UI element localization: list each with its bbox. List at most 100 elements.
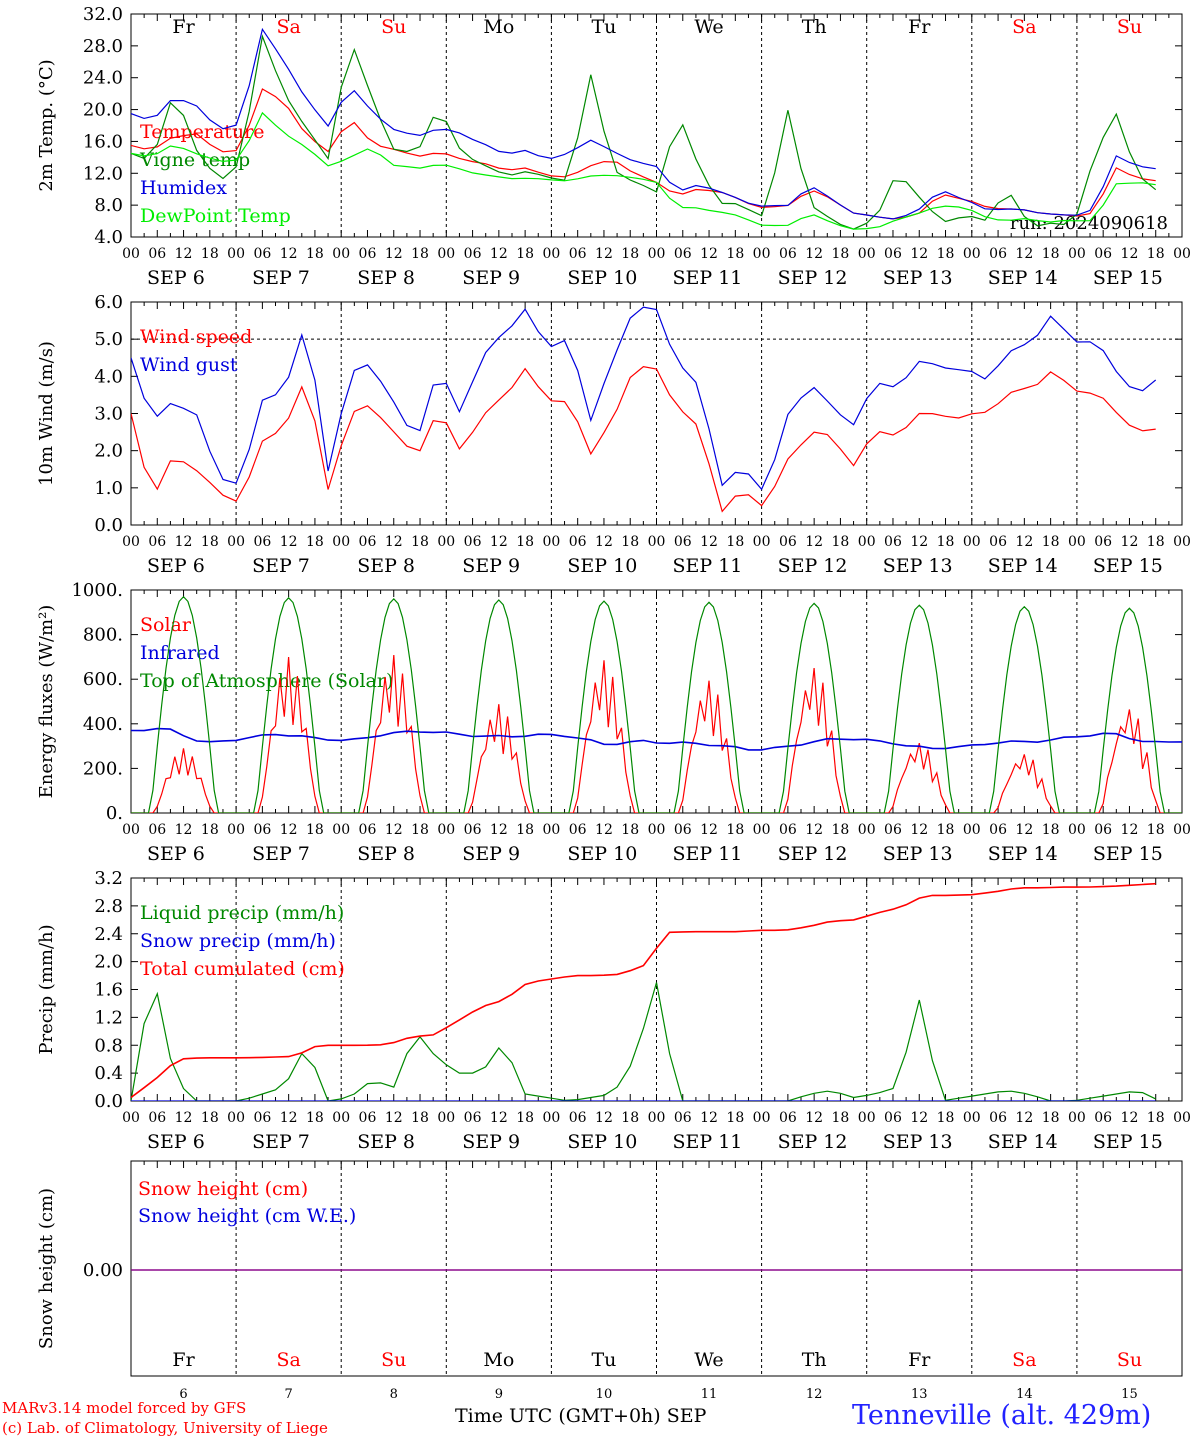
date-label: SEP 13 xyxy=(883,555,953,577)
date-label: SEP 14 xyxy=(988,555,1058,577)
hour-label: 12 xyxy=(280,246,298,262)
series-line xyxy=(131,34,1157,230)
hour-label: 06 xyxy=(148,822,166,838)
hour-label: 06 xyxy=(464,822,482,838)
hour-label: 12 xyxy=(805,534,823,550)
y-tick-label: 200. xyxy=(83,758,123,779)
day-name: Fr xyxy=(908,1349,931,1371)
legend-entry: Total cumulated (cm) xyxy=(140,958,345,980)
hour-label: 18 xyxy=(201,822,219,838)
hour-label: 00 xyxy=(963,1110,981,1126)
hour-label: 18 xyxy=(726,246,744,262)
date-label: SEP 7 xyxy=(252,1131,310,1153)
hour-label: 00 xyxy=(963,534,981,550)
date-label: SEP 11 xyxy=(673,843,743,865)
x-axis-title: Time UTC (GMT+0h) SEP xyxy=(455,1405,707,1427)
hour-label: 18 xyxy=(411,1110,429,1126)
date-label: SEP 7 xyxy=(252,555,310,577)
day-name: Su xyxy=(1117,1349,1142,1371)
hour-label: 06 xyxy=(989,246,1007,262)
hour-label: 00 xyxy=(227,1110,245,1126)
hour-label: 12 xyxy=(490,1110,508,1126)
y-tick-label: 12.0 xyxy=(83,163,123,184)
date-label: SEP 6 xyxy=(147,843,205,865)
day-name: Mo xyxy=(483,1349,514,1371)
hour-label: 18 xyxy=(832,534,850,550)
hour-label: 12 xyxy=(1121,822,1139,838)
hour-label: 00 xyxy=(963,822,981,838)
y-tick-label: 0.0 xyxy=(94,515,123,536)
date-label: SEP 13 xyxy=(883,267,953,289)
hour-label: 06 xyxy=(253,822,271,838)
hour-label: 18 xyxy=(1042,1110,1060,1126)
hour-label: 12 xyxy=(490,246,508,262)
date-label: SEP 9 xyxy=(462,267,520,289)
legend-entry: Snow height (cm) xyxy=(138,1178,308,1200)
day-number: 13 xyxy=(911,1387,928,1402)
legend-entry: Solar xyxy=(140,614,192,636)
day-number: 14 xyxy=(1016,1387,1033,1402)
hour-label: 00 xyxy=(648,534,666,550)
hour-label: 00 xyxy=(1173,1110,1191,1126)
legend-entry: Vigne temp xyxy=(139,149,250,171)
hour-label: 06 xyxy=(884,246,902,262)
hour-label: 00 xyxy=(858,534,876,550)
hour-label: 06 xyxy=(674,534,692,550)
hour-label: 00 xyxy=(753,822,771,838)
y-tick-label: 24.0 xyxy=(83,68,123,89)
date-label: SEP 14 xyxy=(988,267,1058,289)
hour-label: 06 xyxy=(359,1110,377,1126)
hour-label: 00 xyxy=(542,246,560,262)
legend-entry: Wind gust xyxy=(140,354,238,376)
y-axis-title: Energy fluxes (W/m²) xyxy=(36,605,57,799)
hour-label: 12 xyxy=(700,534,718,550)
y-tick-label: 600. xyxy=(83,669,123,690)
hour-label: 00 xyxy=(332,822,350,838)
y-tick-label: 2.0 xyxy=(94,441,123,462)
hour-label: 18 xyxy=(201,534,219,550)
hour-label: 06 xyxy=(569,246,587,262)
hour-label: 12 xyxy=(700,246,718,262)
hour-label: 00 xyxy=(122,246,140,262)
hour-label: 00 xyxy=(437,1110,455,1126)
date-label: SEP 15 xyxy=(1093,1131,1163,1153)
hour-label: 18 xyxy=(306,534,324,550)
hour-label: 12 xyxy=(1121,1110,1139,1126)
hour-label: 12 xyxy=(595,1110,613,1126)
hour-label: 18 xyxy=(516,246,534,262)
hour-label: 18 xyxy=(516,822,534,838)
day-name: We xyxy=(694,1349,723,1371)
y-tick-label: 2.4 xyxy=(94,924,123,945)
y-tick-label: 1.0 xyxy=(94,478,123,499)
plot-frame xyxy=(130,589,1183,814)
hour-label: 06 xyxy=(464,534,482,550)
y-tick-label: 5.0 xyxy=(94,329,123,350)
hour-label: 06 xyxy=(148,534,166,550)
date-label: SEP 12 xyxy=(778,267,848,289)
y-tick-label: 800. xyxy=(83,625,123,646)
date-label: SEP 11 xyxy=(673,267,743,289)
lab-credit: (c) Lab. of Climatology, University of L… xyxy=(2,1419,328,1437)
y-axis-title: Precip (mm/h) xyxy=(36,924,57,1054)
day-name: Tu xyxy=(591,16,616,38)
hour-label: 18 xyxy=(516,1110,534,1126)
y-tick-label: 0.00 xyxy=(83,1260,123,1281)
hour-label: 12 xyxy=(490,534,508,550)
y-axis-title: 10m Wind (m/s) xyxy=(36,341,57,486)
hour-label: 12 xyxy=(910,246,928,262)
hour-label: 06 xyxy=(884,822,902,838)
day-number: 7 xyxy=(285,1387,293,1402)
series-line xyxy=(131,27,1156,220)
hour-label: 18 xyxy=(1042,246,1060,262)
hour-label: 06 xyxy=(569,822,587,838)
hour-label: 12 xyxy=(1121,246,1139,262)
hour-label: 00 xyxy=(542,534,560,550)
hour-label: 00 xyxy=(122,1110,140,1126)
hour-label: 00 xyxy=(542,1110,560,1126)
date-label: SEP 15 xyxy=(1093,267,1163,289)
day-number: 8 xyxy=(390,1387,398,1402)
panel-3: 0. 200. 400. 600. 800. 1000. Energy fluxes (W/… xyxy=(36,580,1191,865)
hour-label: 12 xyxy=(280,1110,298,1126)
legend-entry: Snow precip (mm/h) xyxy=(140,930,336,952)
hour-label: 12 xyxy=(910,534,928,550)
